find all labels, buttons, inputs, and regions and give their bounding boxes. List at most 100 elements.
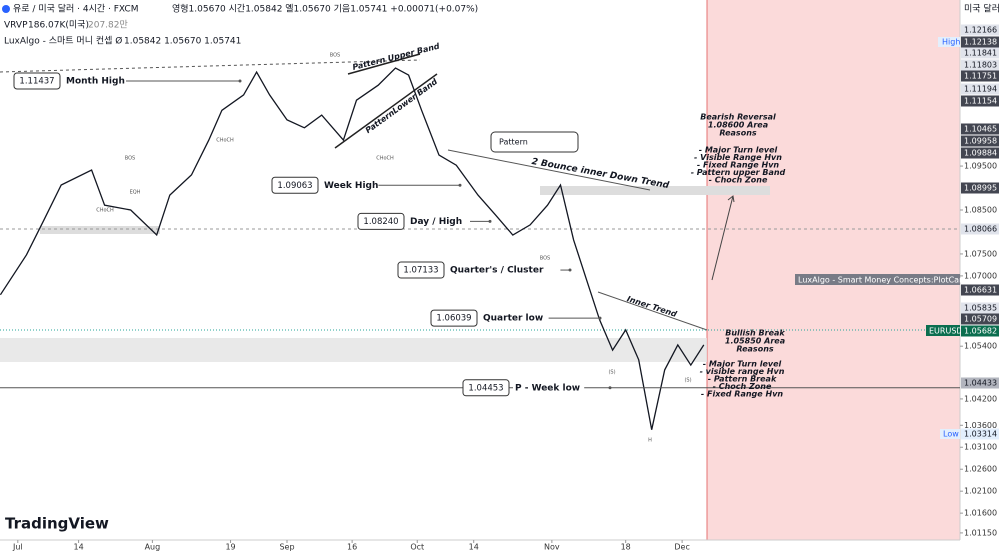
x-tick-label: 14 <box>73 543 83 552</box>
annotation: Pattern Upper Band <box>352 42 441 72</box>
low-tag-text: Low <box>943 430 959 439</box>
y-tick-label: 1.03100 <box>964 443 997 452</box>
level-box <box>462 379 510 397</box>
x-tick-label: Aug <box>145 543 161 552</box>
annotation: Pattern <box>499 138 528 147</box>
annotation: Reasons <box>736 345 774 354</box>
price-label: 1.08995 <box>964 184 997 193</box>
symbol-icon <box>2 5 10 13</box>
ohlc: 영형1.05670 시간1.05842 옐1.05670 기음1.05741 +… <box>172 4 478 15</box>
callout-box <box>490 131 579 153</box>
level-name: Month High <box>66 76 125 86</box>
logo: TradingView <box>5 515 109 533</box>
price-label-bg <box>961 83 999 95</box>
high-trendline <box>0 59 421 73</box>
inner-trendline <box>597 291 708 331</box>
price-label-bg <box>961 325 999 337</box>
level-box <box>13 72 61 90</box>
price-label: 1.12166 <box>964 26 997 35</box>
level-price: 1.04453 <box>468 383 503 393</box>
annotation: - Visible Range Hvn <box>694 153 782 162</box>
x-tick-label: Oct <box>410 543 424 552</box>
annotation: 2 Bounce inner Down Trend <box>531 157 671 191</box>
price-label: 1.11803 <box>964 61 997 70</box>
annotation: Inner Trend <box>626 294 678 319</box>
annotation: - Major Turn level <box>703 360 782 369</box>
high-tag-text: High <box>942 38 960 47</box>
y-tick-label: 1.07000 <box>964 271 997 280</box>
level-name: Week High <box>324 181 378 191</box>
indicator-value: 186.07K(미국) <box>28 20 89 31</box>
level-price: 1.11437 <box>19 76 54 86</box>
high-tag <box>938 37 960 47</box>
price-label: 1.09884 <box>964 149 997 158</box>
level-name-bg <box>513 380 585 395</box>
price-label: 1.12138 <box>964 38 997 47</box>
y-tick-label: 1.08500 <box>964 206 997 215</box>
level-box <box>271 176 319 194</box>
level-name: Quarter's / Cluster <box>450 266 544 276</box>
structure-label: CHoCH <box>96 208 114 214</box>
price-label-bg <box>961 47 999 59</box>
price-label-bg <box>961 182 999 194</box>
y-tick-label: 1.03600 <box>964 421 997 430</box>
demand-zone <box>0 338 707 362</box>
x-tick-label: 18 <box>621 543 631 552</box>
level-point <box>598 316 602 320</box>
annotation: - Fixed Range Hvn <box>701 390 784 399</box>
x-tick-label: Dec <box>674 543 689 552</box>
annotation: - Major Turn level <box>699 146 778 155</box>
price-label-bg <box>961 135 999 147</box>
annotation: 1.05850 Area <box>725 337 785 346</box>
price-label-bg <box>961 24 999 36</box>
y-tick-label: 1.05400 <box>964 342 997 351</box>
annotation: Bullish Break <box>725 329 785 338</box>
price-label: 1.09958 <box>964 137 997 146</box>
price-label: 1.11751 <box>964 72 997 81</box>
price-label-bg <box>961 95 999 107</box>
annotation: Bearish Reversal <box>700 113 776 122</box>
price-label-bg <box>961 70 999 82</box>
annotation: 1.08600 Area <box>708 121 768 130</box>
structure-label: EQH <box>130 190 141 196</box>
supply-zone <box>40 226 160 234</box>
price-label: 1.11841 <box>964 49 997 58</box>
level-name: Quarter low <box>483 314 543 324</box>
indicator-value: 207.82만 <box>88 20 128 31</box>
level-price: 1.08240 <box>363 217 398 227</box>
level-price: 1.07133 <box>403 266 438 276</box>
level-name: P - Week low <box>515 383 580 393</box>
y-tick-label: 1.04200 <box>964 394 997 403</box>
level-point <box>488 219 492 223</box>
x-tick-label: Jul <box>12 543 23 552</box>
structure-label: CHoCH <box>376 156 394 162</box>
structure-label: BOS <box>125 156 135 162</box>
price-label: 1.05709 <box>964 315 997 324</box>
indicator-tag <box>795 274 960 285</box>
structure-label: CHoCH <box>216 138 234 144</box>
y-tick-label: 1.02600 <box>964 465 997 474</box>
annotation: - Fixed Range Hvn <box>697 161 780 170</box>
indicator-tag-text: LuxAlgo - Smart Money Concepts:PlotCandl… <box>798 276 976 285</box>
price-label: 1.08066 <box>964 225 997 234</box>
price-label: 1.05835 <box>964 304 997 313</box>
price-label: 1.06631 <box>964 286 997 295</box>
y-tick-label: 1.01150 <box>964 528 997 537</box>
price-label: 1.04433 <box>964 379 997 388</box>
level-price: 1.09063 <box>277 181 312 191</box>
annotation: - Pattern upper Band <box>691 168 786 177</box>
price-label: 1.10465 <box>964 125 997 134</box>
price-label-bg <box>961 59 999 71</box>
symbol-title: 유로 / 미국 달러 · 4시간 · FXCM <box>13 3 138 15</box>
x-tick-label: 19 <box>225 543 235 552</box>
arrow <box>711 195 735 281</box>
price-label-bg <box>961 377 999 389</box>
price-label: 1.03314 <box>964 430 997 439</box>
annotation: - Choch Zone <box>709 176 768 185</box>
level-point <box>458 183 462 187</box>
price-label-bg <box>961 36 999 48</box>
pattern-lower-band <box>334 73 438 149</box>
x-tick-label: 16 <box>347 543 357 552</box>
level-point <box>568 268 572 272</box>
